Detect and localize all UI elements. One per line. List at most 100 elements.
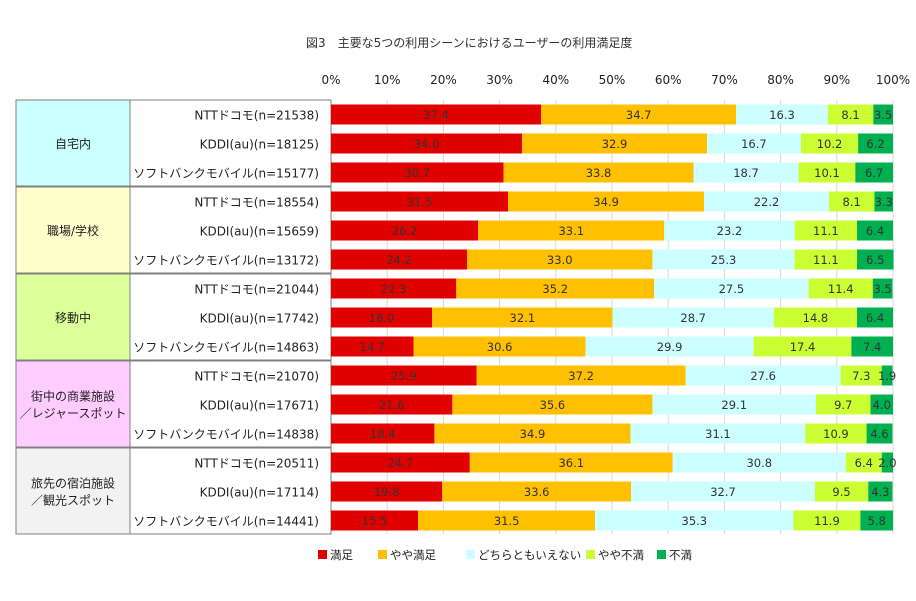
segment-label: 9.7	[834, 398, 852, 412]
bar-segment	[855, 162, 893, 183]
bar-segment	[331, 394, 453, 415]
bar-segment	[442, 481, 632, 502]
bar-segment	[478, 220, 665, 241]
legend-label: やや満足	[390, 548, 436, 562]
segment-label: 3.5	[873, 282, 891, 296]
segment-label: 11.1	[813, 253, 839, 267]
segment-label: 16.3	[769, 108, 795, 122]
row-label: NTTドコモ(n=20511)	[194, 457, 319, 471]
segment-label: 8.1	[841, 108, 859, 122]
segment-label: 33.0	[547, 253, 573, 267]
legend-swatch	[657, 550, 666, 559]
bar-segment	[794, 249, 858, 270]
bar-segment	[872, 278, 893, 299]
legend-label: 不満	[669, 548, 692, 562]
segment-label: 6.7	[865, 166, 883, 180]
x-tick-label: 90%	[823, 73, 850, 87]
segment-label: 24.2	[386, 253, 412, 267]
bar-segment	[508, 191, 705, 212]
segment-label: 3.5	[874, 108, 892, 122]
row-label: KDDI(au)(n=15659)	[200, 225, 319, 239]
segment-label: 21.6	[379, 398, 405, 412]
segment-label: 3.3	[875, 195, 893, 209]
bar-segment	[331, 133, 523, 154]
bar-segment	[413, 336, 586, 357]
segment-label: 22.3	[381, 282, 407, 296]
bar-segment	[331, 191, 509, 212]
segment-label: 9.5	[832, 485, 850, 499]
bar-area: 37.4 34.7 16.3 8.1 3.5 34.0 32.9 16.7 10.2 6.2 30.…	[331, 104, 897, 531]
segment-label: 34.9	[593, 195, 619, 209]
row-label: KDDI(au)(n=18125)	[200, 138, 319, 152]
bar-segment	[857, 249, 894, 270]
segment-label: 15.5	[362, 514, 388, 528]
segment-label: 4.0	[873, 398, 891, 412]
bar-segment	[631, 481, 815, 502]
bar-segment	[704, 191, 829, 212]
bar-segment	[595, 510, 794, 531]
row-label: ソフトバンクモバイル(n=14441)	[133, 515, 319, 529]
legend-label: どちらともいえない	[478, 548, 581, 562]
row-label: NTTドコモ(n=21044)	[194, 283, 319, 297]
bar-segment	[331, 307, 433, 328]
bar-segment	[503, 162, 694, 183]
segment-label: 31.5	[494, 514, 520, 528]
bar-segment	[331, 249, 468, 270]
segment-label: 28.7	[680, 311, 706, 325]
segment-label: 7.4	[863, 340, 881, 354]
bar-segment	[798, 162, 856, 183]
group-label: 移動中	[55, 310, 91, 325]
segment-label: 2.0	[878, 456, 896, 470]
bar-segment	[866, 423, 893, 444]
x-tick-label: 80%	[767, 73, 794, 87]
segment-label: 10.9	[823, 427, 849, 441]
segment-label: 26.2	[392, 224, 418, 238]
bar-segment	[612, 307, 774, 328]
row-label: ソフトバンクモバイル(n=13172)	[133, 254, 319, 268]
segment-label: 19.8	[374, 485, 400, 499]
x-tick-label: 50%	[599, 73, 626, 87]
segment-label: 5.8	[868, 514, 886, 528]
x-tick-label: 10%	[374, 73, 401, 87]
bar-segment	[808, 278, 873, 299]
segment-label: 8.1	[843, 195, 861, 209]
segment-label: 11.1	[813, 224, 839, 238]
bar-segment	[814, 481, 869, 502]
category-table: 自宅内 NTTドコモ(n=21538) KDDI(au)(n=18125) ソフトバン…	[15, 99, 332, 535]
segment-label: 17.4	[790, 340, 816, 354]
legend: 満足 やや満足 どちらともいえない やや不満 不満	[318, 548, 692, 562]
bar-segment	[881, 365, 893, 386]
segment-label: 29.1	[721, 398, 747, 412]
row-label: NTTドコモ(n=21538)	[194, 109, 319, 123]
bar-segment	[685, 365, 841, 386]
bar-segment	[736, 104, 828, 125]
group-cell	[15, 447, 131, 535]
segment-label: 18.7	[733, 166, 759, 180]
bar-segment	[858, 133, 893, 154]
legend-swatch	[318, 550, 327, 559]
bar-segment	[793, 510, 861, 531]
segment-label: 30.6	[487, 340, 513, 354]
row-label: NTTドコモ(n=21070)	[194, 370, 319, 384]
segment-label: 23.2	[717, 224, 743, 238]
segment-label: 34.9	[520, 427, 546, 441]
segment-label: 32.7	[710, 485, 736, 499]
x-tick-label: 20%	[430, 73, 457, 87]
bar-segment	[418, 510, 596, 531]
bar-segment	[331, 104, 542, 125]
segment-label: 34.7	[626, 108, 652, 122]
row-label: KDDI(au)(n=17114)	[200, 486, 319, 500]
bar-segment	[706, 133, 801, 154]
bar-segment	[827, 104, 874, 125]
group-cell	[15, 273, 131, 361]
legend-label: 満足	[330, 548, 353, 562]
segment-label: 6.4	[866, 311, 884, 325]
bar-segment	[868, 481, 893, 502]
bar-segment	[331, 278, 457, 299]
bar-segment	[522, 133, 707, 154]
segment-label: 31.5	[407, 195, 433, 209]
legend-swatch	[378, 550, 387, 559]
bar-segment	[664, 220, 795, 241]
bar-segment	[331, 336, 414, 357]
segment-label: 27.5	[719, 282, 745, 296]
